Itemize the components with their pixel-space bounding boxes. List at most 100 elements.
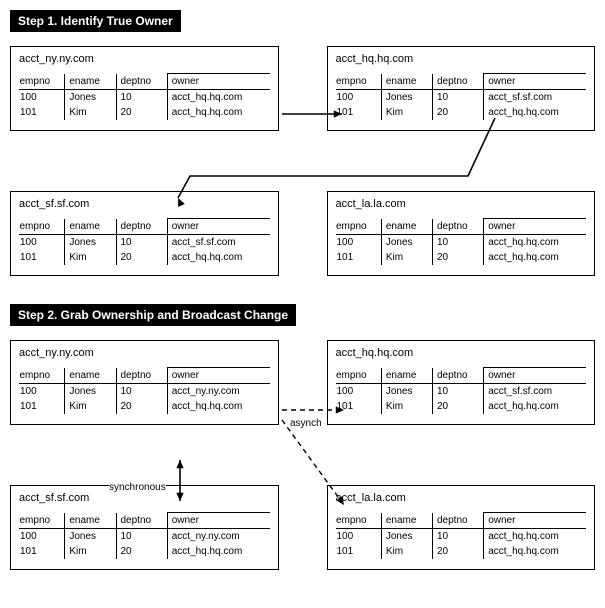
col-header: empno xyxy=(20,513,65,529)
table-cell: Jones xyxy=(381,384,432,400)
table-cell: Jones xyxy=(381,90,432,106)
col-header: owner xyxy=(484,74,586,90)
col-header: empno xyxy=(20,74,65,90)
table-row: 101Kim20acct_hq.hq.com xyxy=(20,105,270,120)
step-2: Step 2. Grab Ownership and Broadcast Cha… xyxy=(10,304,595,570)
table-row: 101Kim20acct_hq.hq.com xyxy=(20,544,270,559)
table-row: 101Kim20acct_hq.hq.com xyxy=(20,399,270,414)
table-cell: Jones xyxy=(381,529,432,545)
table-cell: Jones xyxy=(381,235,432,251)
table-cell: 101 xyxy=(20,105,65,120)
table-cell: 10 xyxy=(116,90,167,106)
col-header: ename xyxy=(381,219,432,235)
table-cell: 101 xyxy=(336,399,381,414)
table-cell: 20 xyxy=(116,250,167,265)
table-cell: acct_hq.hq.com xyxy=(167,90,269,106)
table-cell: acct_hq.hq.com xyxy=(167,544,269,559)
table-cell: 100 xyxy=(336,235,381,251)
card-grid: acct_ny.ny.comempnoenamedeptnoowner100Jo… xyxy=(10,340,595,570)
col-header: ename xyxy=(65,513,116,529)
db-card: acct_ny.ny.comempnoenamedeptnoowner100Jo… xyxy=(10,340,279,425)
table-cell: acct_hq.hq.com xyxy=(167,399,269,414)
table-cell: 101 xyxy=(20,250,65,265)
data-table: empnoenamedeptnoowner100Jones10acct_ny.n… xyxy=(19,367,270,414)
table-cell: 101 xyxy=(336,544,381,559)
col-header: ename xyxy=(65,74,116,90)
table-cell: Kim xyxy=(381,105,432,120)
card-title: acct_ny.ny.com xyxy=(19,347,270,359)
col-header: owner xyxy=(167,219,269,235)
table-row: 100Jones10acct_ny.ny.com xyxy=(20,529,270,545)
card-title: acct_hq.hq.com xyxy=(336,53,587,65)
table-cell: 10 xyxy=(433,529,484,545)
table-cell: acct_hq.hq.com xyxy=(484,529,586,545)
col-header: owner xyxy=(484,219,586,235)
data-table: empnoenamedeptnoowner100Jones10acct_hq.h… xyxy=(336,512,587,559)
col-header: deptno xyxy=(116,513,167,529)
col-header: owner xyxy=(484,513,586,529)
data-table: empnoenamedeptnoowner100Jones10acct_ny.n… xyxy=(19,512,270,559)
table-cell: 10 xyxy=(116,529,167,545)
table-cell: Jones xyxy=(65,384,116,400)
data-table: empnoenamedeptnoowner100Jones10acct_sf.s… xyxy=(336,367,587,414)
table-cell: 20 xyxy=(116,399,167,414)
col-header: empno xyxy=(336,368,381,384)
arrow-label: synchronous xyxy=(109,482,166,493)
table-cell: 10 xyxy=(433,235,484,251)
table-cell: Jones xyxy=(65,90,116,106)
col-header: deptno xyxy=(433,219,484,235)
table-cell: acct_hq.hq.com xyxy=(484,544,586,559)
card-title: acct_la.la.com xyxy=(336,198,587,210)
col-header: deptno xyxy=(116,219,167,235)
data-table: empnoenamedeptnoowner100Jones10acct_sf.s… xyxy=(19,218,270,265)
table-cell: acct_hq.hq.com xyxy=(167,105,269,120)
table-row: 100Jones10acct_hq.hq.com xyxy=(336,529,586,545)
table-cell: acct_ny.ny.com xyxy=(167,529,269,545)
col-header: ename xyxy=(381,513,432,529)
step-header: Step 2. Grab Ownership and Broadcast Cha… xyxy=(10,304,296,326)
table-cell: Jones xyxy=(65,529,116,545)
table-row: 101Kim20acct_hq.hq.com xyxy=(336,250,586,265)
table-cell: 20 xyxy=(433,399,484,414)
db-card: acct_la.la.comempnoenamedeptnoowner100Jo… xyxy=(327,485,596,570)
table-cell: 20 xyxy=(116,544,167,559)
table-cell: Kim xyxy=(65,399,116,414)
table-cell: Kim xyxy=(65,544,116,559)
col-header: owner xyxy=(167,513,269,529)
card-grid: acct_ny.ny.comempnoenamedeptnoowner100Jo… xyxy=(10,46,595,276)
db-card: acct_hq.hq.com empnoenamedeptnoowner100Jo… xyxy=(327,340,596,425)
db-card: acct_sf.sf.comempnoenamedeptnoowner100Jo… xyxy=(10,485,279,570)
table-cell: 10 xyxy=(433,90,484,106)
table-cell: Kim xyxy=(381,250,432,265)
table-cell: 100 xyxy=(20,529,65,545)
table-row: 101Kim20acct_hq.hq.com xyxy=(336,544,586,559)
col-header: empno xyxy=(336,513,381,529)
table-row: 101Kim20acct_hq.hq.com xyxy=(20,250,270,265)
table-cell: 101 xyxy=(20,399,65,414)
table-cell: acct_hq.hq.com xyxy=(484,235,586,251)
card-title: acct_hq.hq.com xyxy=(336,347,587,359)
table-cell: 10 xyxy=(116,384,167,400)
step-1: Step 1. Identify True Owneracct_ny.ny.co… xyxy=(10,10,595,276)
table-cell: 10 xyxy=(433,384,484,400)
table-cell: 100 xyxy=(20,384,65,400)
table-cell: Kim xyxy=(381,399,432,414)
table-row: 100Jones10acct_sf.sf.com xyxy=(20,235,270,251)
table-cell: acct_hq.hq.com xyxy=(484,105,586,120)
data-table: empnoenamedeptnoowner 100Jones10acct_hq.h… xyxy=(336,218,587,265)
col-header: owner xyxy=(167,368,269,384)
table-row: 100Jones10acct_ny.ny.com xyxy=(20,384,270,400)
col-header: ename xyxy=(381,368,432,384)
table-cell: 100 xyxy=(336,529,381,545)
col-header: owner xyxy=(167,74,269,90)
col-header: empno xyxy=(336,219,381,235)
card-title: acct_sf.sf.com xyxy=(19,492,270,504)
table-cell: 100 xyxy=(336,90,381,106)
data-table: empnoenamedeptnoowner100Jones10acct_sf.s… xyxy=(336,73,587,120)
table-cell: Kim xyxy=(65,250,116,265)
table-cell: 100 xyxy=(20,90,65,106)
table-cell: 100 xyxy=(336,384,381,400)
col-header: deptno xyxy=(433,74,484,90)
db-card: acct_sf.sf.comempnoenamedeptnoowner100Jo… xyxy=(10,191,279,276)
col-header: ename xyxy=(65,368,116,384)
